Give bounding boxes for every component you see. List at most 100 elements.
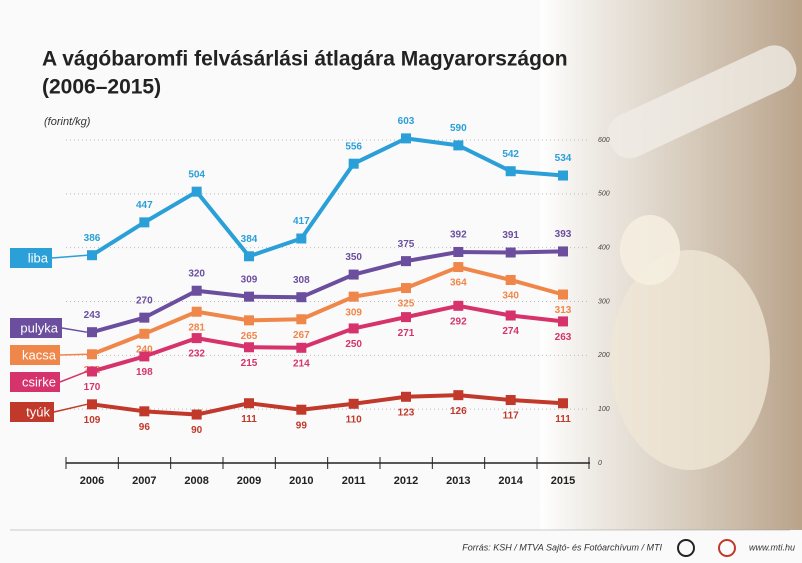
marker bbox=[87, 366, 97, 376]
value-label: 96 bbox=[139, 422, 151, 433]
source: Forrás: KSH / MTVA Sajtó- és Fotóarchívu… bbox=[462, 542, 662, 552]
y-tick-label: 400 bbox=[598, 245, 610, 252]
value-label: 198 bbox=[136, 367, 153, 378]
value-label: 109 bbox=[84, 415, 101, 426]
x-tick-label: 2013 bbox=[446, 475, 470, 487]
legend-label: liba bbox=[28, 250, 49, 265]
marker bbox=[139, 217, 149, 227]
marker bbox=[506, 248, 516, 258]
marker bbox=[401, 283, 411, 293]
value-label: 417 bbox=[293, 216, 310, 227]
legend-label: tyúk bbox=[26, 404, 50, 419]
marker bbox=[192, 286, 202, 296]
marker bbox=[349, 399, 359, 409]
chart: A vágóbaromfi felvásárlási átlagára Magy… bbox=[0, 0, 802, 563]
x-tick-label: 2012 bbox=[394, 475, 418, 487]
value-label: 534 bbox=[555, 153, 572, 164]
value-label: 309 bbox=[345, 307, 362, 318]
marker bbox=[349, 292, 359, 302]
marker bbox=[506, 275, 516, 285]
chick-head bbox=[620, 215, 680, 285]
marker bbox=[296, 292, 306, 302]
value-label: 386 bbox=[84, 233, 101, 244]
value-label: 270 bbox=[136, 295, 153, 306]
y-tick-label: 100 bbox=[598, 406, 610, 413]
value-label: 504 bbox=[188, 169, 205, 180]
marker bbox=[453, 247, 463, 257]
value-label: 265 bbox=[241, 331, 258, 342]
value-label: 325 bbox=[398, 299, 415, 310]
marker bbox=[401, 392, 411, 402]
y-tick-label: 500 bbox=[598, 191, 610, 198]
value-label: 447 bbox=[136, 200, 153, 211]
value-label: 243 bbox=[84, 310, 101, 321]
value-label: 350 bbox=[345, 252, 362, 263]
marker bbox=[244, 251, 254, 261]
marker bbox=[296, 405, 306, 415]
x-tick-label: 2010 bbox=[289, 475, 313, 487]
x-tick-label: 2015 bbox=[551, 475, 575, 487]
value-label: 556 bbox=[345, 141, 362, 152]
marker bbox=[401, 133, 411, 143]
value-label: 90 bbox=[191, 425, 203, 436]
marker bbox=[349, 270, 359, 280]
value-label: 99 bbox=[296, 420, 308, 431]
value-label: 384 bbox=[241, 234, 258, 245]
y-tick-label: 600 bbox=[598, 137, 610, 144]
marker bbox=[87, 349, 97, 359]
value-label: 215 bbox=[241, 358, 258, 369]
x-tick-label: 2011 bbox=[342, 475, 366, 487]
value-label: 250 bbox=[345, 339, 362, 350]
marker bbox=[139, 313, 149, 323]
value-label: 110 bbox=[346, 414, 363, 425]
marker bbox=[244, 315, 254, 325]
marker bbox=[558, 316, 568, 326]
value-label: 309 bbox=[241, 274, 258, 285]
legend-label: kacsa bbox=[22, 347, 57, 362]
marker bbox=[192, 333, 202, 343]
marker bbox=[453, 262, 463, 272]
legend-connector bbox=[60, 354, 87, 355]
marker bbox=[192, 187, 202, 197]
value-label: 117 bbox=[503, 411, 520, 422]
legend-label: pulyka bbox=[20, 320, 58, 335]
value-label: 232 bbox=[188, 349, 205, 360]
marker bbox=[139, 406, 149, 416]
y-tick-label: 300 bbox=[598, 298, 610, 305]
value-label: 542 bbox=[502, 149, 519, 160]
marker bbox=[244, 292, 254, 302]
website: www.mti.hu bbox=[749, 542, 795, 552]
value-label: 603 bbox=[398, 116, 415, 127]
value-label: 123 bbox=[398, 407, 415, 418]
marker bbox=[506, 395, 516, 405]
value-label: 364 bbox=[450, 278, 467, 289]
value-label: 111 bbox=[555, 414, 571, 425]
marker bbox=[296, 234, 306, 244]
x-tick-label: 2014 bbox=[498, 475, 523, 487]
value-label: 170 bbox=[84, 382, 101, 393]
y-tick-label: 200 bbox=[597, 352, 610, 359]
marker bbox=[244, 342, 254, 352]
marker bbox=[558, 290, 568, 300]
value-label: 281 bbox=[188, 322, 205, 333]
marker bbox=[87, 250, 97, 260]
marker bbox=[558, 246, 568, 256]
marker bbox=[506, 310, 516, 320]
value-label: 590 bbox=[450, 123, 467, 134]
value-label: 391 bbox=[502, 230, 519, 241]
marker bbox=[558, 398, 568, 408]
chart-title: A vágóbaromfi felvásárlási átlagára Magy… bbox=[42, 48, 568, 71]
value-label: 111 bbox=[241, 414, 257, 425]
y-axis-label: (forint/kg) bbox=[44, 116, 91, 128]
marker bbox=[87, 327, 97, 337]
value-label: 320 bbox=[188, 268, 205, 279]
value-label: 375 bbox=[398, 239, 415, 250]
x-tick-label: 2007 bbox=[132, 475, 156, 487]
value-label: 340 bbox=[502, 291, 519, 302]
value-label: 274 bbox=[502, 326, 519, 337]
value-label: 313 bbox=[555, 305, 572, 316]
marker bbox=[349, 159, 359, 169]
marker bbox=[139, 329, 149, 339]
marker bbox=[558, 171, 568, 181]
marker bbox=[296, 314, 306, 324]
